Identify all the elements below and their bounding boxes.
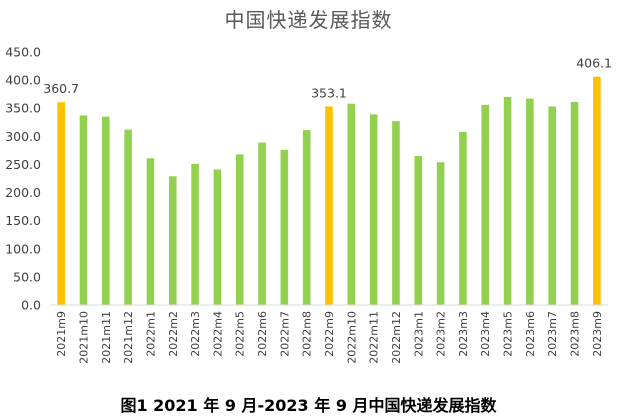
bar [481,104,490,305]
y-tick-label: 0.0 [21,298,41,313]
bar [235,154,244,305]
x-tick-label: 2022m7 [278,311,291,357]
bar [191,163,199,305]
bar-highlighted [325,106,333,305]
y-tick-label: 150.0 [5,213,41,228]
bar [79,115,88,305]
bar [526,98,534,305]
x-tick-label: 2023m4 [479,311,492,357]
data-labels: 360.7 353.1 406.1 [43,56,612,101]
bar [548,106,556,305]
bar [302,130,311,305]
x-tick-label: 2021m12 [122,311,135,364]
x-tick-label: 2022m4 [211,311,224,357]
bar [392,121,400,305]
y-axis: 0.0 50.0 100.0 150.0 200.0 250.0 300.0 350.0 400… [5,45,41,313]
bar [436,162,445,305]
bar [347,103,356,305]
data-label: 360.7 [43,81,79,96]
x-tick-label: 2021m10 [77,311,90,364]
y-tick-label: 50.0 [13,269,41,284]
bars-group [57,76,601,306]
bar [280,149,289,305]
x-tick-label: 2022m8 [301,311,314,357]
bar [168,176,177,305]
y-tick-label: 100.0 [5,241,41,256]
x-tick-label: 2022m11 [368,311,381,364]
bar-highlighted [593,76,601,306]
x-tick-label: 2022m12 [390,311,403,364]
x-tick-label: 2022m10 [345,311,358,364]
x-tick-label: 2023m5 [502,311,515,357]
bar [369,114,378,305]
x-axis: 2021m9 2021m10 2021m11 2021m12 2022m1 2022m2 2… [55,311,604,364]
y-tick-label: 200.0 [5,185,41,200]
bar [570,102,579,305]
x-tick-label: 2022m6 [256,311,269,357]
x-tick-label: 2023m1 [412,311,425,357]
y-tick-label: 250.0 [5,157,41,172]
bar [414,156,423,305]
x-tick-label: 2022m9 [323,311,336,357]
x-tick-label: 2023m7 [546,311,559,357]
x-tick-label: 2023m2 [435,311,448,357]
x-tick-label: 2022m3 [189,311,202,357]
x-tick-label: 2021m11 [100,311,113,364]
x-tick-label: 2021m9 [55,311,68,357]
x-tick-label: 2023m6 [524,311,537,357]
y-tick-label: 300.0 [5,129,41,144]
bar [146,158,155,305]
figure-caption: 图1 2021 年 9 月-2023 年 9 月中国快递发展指数 [120,396,497,415]
x-tick-label: 2022m1 [144,311,157,357]
bar [258,142,266,305]
bar [124,129,132,305]
data-label: 406.1 [576,56,612,71]
data-label: 353.1 [311,85,347,100]
y-tick-label: 400.0 [5,73,41,88]
y-tick-label: 450.0 [5,45,41,60]
bar-highlighted [57,102,65,305]
bar [459,131,467,305]
x-tick-label: 2022m5 [234,311,247,357]
bar [503,96,512,305]
x-tick-label: 2022m2 [167,311,180,357]
x-tick-label: 2023m9 [591,311,604,357]
y-tick-label: 350.0 [5,101,41,116]
x-tick-label: 2023m3 [457,311,470,357]
bar [102,116,110,306]
bar [213,169,222,305]
x-tick-label: 2023m8 [569,311,582,357]
chart-title: 中国快递发展指数 [224,8,393,32]
